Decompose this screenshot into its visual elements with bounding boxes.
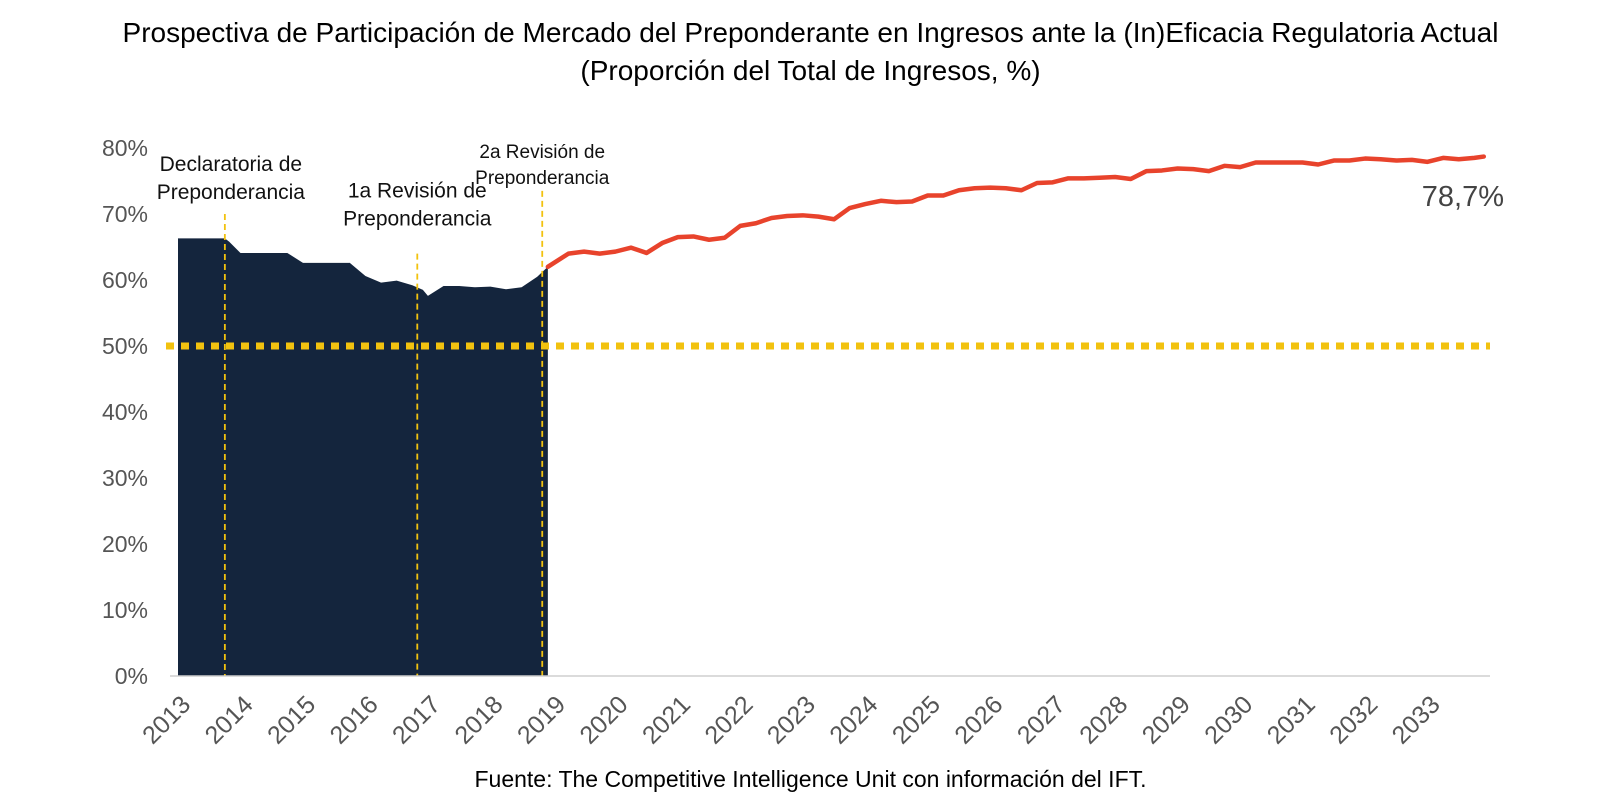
y-tick-label: 60%: [102, 267, 148, 293]
y-tick-label: 0%: [115, 663, 148, 689]
historical-area-series: [178, 238, 548, 677]
annotation-label: 1a Revisión de Preponderancia: [343, 180, 492, 231]
end-value-label: 78,7%: [1422, 181, 1504, 213]
annotation-label-line: 1a Revisión de: [348, 180, 487, 203]
x-tick-label: 2019: [512, 690, 571, 749]
annotation-label-line: Preponderancia: [157, 181, 306, 204]
chart-title: Prospectiva de Participación de Mercado …: [0, 14, 1621, 90]
x-tick-label: 2030: [1199, 690, 1258, 749]
annotation-label-line: Declaratoria de: [160, 153, 302, 176]
y-tick-label: 80%: [102, 135, 148, 161]
y-tick-label: 50%: [102, 333, 148, 359]
annotation-label-line: Preponderancia: [343, 208, 492, 231]
source-label: Fuente: [474, 766, 547, 792]
x-tick-label: 2017: [387, 690, 446, 749]
x-tick-label: 2021: [637, 690, 696, 749]
x-tick-label: 2020: [574, 690, 633, 749]
x-tick-label: 2027: [1012, 690, 1071, 749]
x-tick-label: 2015: [262, 690, 321, 749]
x-tick-label: 2032: [1324, 690, 1383, 749]
x-tick-label: 2029: [1137, 690, 1196, 749]
annotation-labels-group: Declaratoria de Preponderancia 1a Revisión…: [157, 142, 1504, 231]
x-tick-label: 2025: [887, 690, 946, 749]
annotation-lines-group: [223, 190, 544, 676]
x-tick-label: 2018: [449, 690, 508, 749]
source-note: Fuente: The Competitive Intelligence Uni…: [0, 766, 1621, 793]
x-tick-label: 2028: [1074, 690, 1133, 749]
line-series-group: [545, 154, 1487, 270]
chart-subtitle: (Proporción del Total de Ingresos, %): [580, 55, 1041, 86]
annotation-label-line: 2a Revisión de: [479, 142, 605, 163]
forecast-line-series: [545, 154, 1487, 270]
area-series-group: [177, 238, 548, 677]
annotation-label: 2a Revisión de Preponderancia: [475, 142, 610, 189]
x-tick-label: 2013: [137, 690, 196, 749]
y-tick-label: 70%: [102, 201, 148, 227]
y-tick-label: 30%: [102, 465, 148, 491]
x-tick-label: 2023: [762, 690, 821, 749]
x-tick-label: 2014: [200, 690, 259, 749]
x-tick-label: 2031: [1262, 690, 1321, 749]
x-tick-label: 2016: [325, 690, 384, 749]
x-tick-label: 2022: [699, 690, 758, 749]
y-tick-label: 40%: [102, 399, 148, 425]
x-tick-label: 2024: [824, 690, 883, 749]
x-tick-label: 2033: [1387, 690, 1446, 749]
x-tick-label: 2026: [949, 690, 1008, 749]
annotation-label-line: Preponderancia: [475, 168, 610, 189]
y-tick-label: 10%: [102, 597, 148, 623]
source-text: : The Competitive Intelligence Unit con …: [546, 766, 1147, 792]
annotation-label: Declaratoria de Preponderancia: [157, 153, 306, 204]
y-tick-label: 20%: [102, 531, 148, 557]
chart-title-main: Prospectiva de Participación de Mercado …: [122, 17, 1499, 48]
